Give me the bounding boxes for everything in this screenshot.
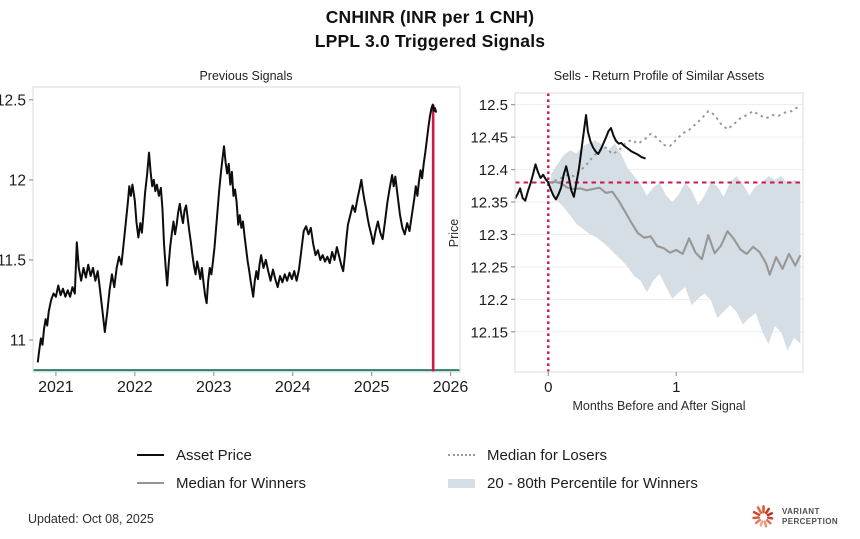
percentile-band-swatch [448, 478, 475, 488]
y-tick-label: 12.25 [470, 259, 508, 276]
legend-item-asset-price: Asset Price [137, 446, 252, 464]
y-tick-label: 12.4 [479, 162, 508, 179]
previous-signals-chart: 2021 2022 2023 2024 2025 2026 11 11.5 12 12.5 [0, 86, 469, 396]
right-x-axis-title: Months Before and After Signal [572, 399, 745, 413]
series-asset-price [36, 103, 438, 363]
plot-border [32, 86, 461, 373]
y-tick-label: 11.5 [0, 252, 26, 269]
x-tick-label: 2023 [196, 379, 232, 396]
median-losers-line-swatch [448, 454, 475, 456]
x-tick-label: 2025 [354, 379, 390, 396]
asset-price-line-swatch [137, 454, 164, 456]
legend-item-median-losers: Median for Losers [448, 446, 607, 464]
legend-label: Asset Price [176, 446, 252, 464]
legend-item-median-winners: Median for Winners [137, 474, 306, 492]
x-tick-label: 1 [672, 379, 680, 396]
series-asset-price [514, 114, 646, 202]
right-chart-title: Sells - Return Profile of Similar Assets [554, 69, 765, 83]
y-tick-label: 12 [9, 172, 26, 189]
percentile-band [550, 140, 801, 351]
x-tick-label: 0 [544, 379, 552, 396]
y-tick-label: 12.5 [479, 97, 508, 114]
logo-wordmark: VARIANT PERCEPTION [782, 507, 838, 527]
plot-border [514, 92, 804, 373]
y-tick-label: 11 [10, 332, 26, 349]
legend-label: Median for Losers [487, 446, 608, 464]
median-winners-line-swatch [137, 482, 164, 484]
series-median-for-losers [548, 104, 801, 184]
series-median-for-winners [548, 180, 802, 276]
y-tick-label: 12.3 [479, 227, 508, 244]
y-tick-label: 12.35 [470, 195, 508, 212]
left-chart-title: Previous Signals [199, 69, 292, 83]
legend-label: Median for Winners [176, 474, 307, 492]
x-tick-label: 2024 [275, 379, 311, 396]
x-tick-label: 2026 [433, 379, 469, 396]
return-profile-chart: 0 1 12.5 12.45 12.4 12.35 12.3 12.25 12.2 12.15 [470, 92, 804, 396]
y-tick-label: 12.5 [0, 92, 26, 109]
y-tick-label: 12.2 [479, 292, 508, 309]
logo-word-variant: VARIANT [781, 507, 820, 516]
page-subtitle: LPPL 3.0 Triggered Signals [314, 31, 546, 51]
logo-word-perception: PERCEPTION [781, 517, 838, 526]
page-title: CNHINR (INR per 1 CNH) [325, 7, 535, 27]
x-tick-label: 2022 [117, 379, 153, 396]
y-tick-label: 12.15 [470, 324, 508, 341]
y-tick-label: 12.45 [470, 130, 508, 147]
charts-canvas: 2021 2022 2023 2024 2025 2026 11 11.5 12 12.5 0 1 1… [0, 69, 804, 413]
legend-label: 20 - 80th Percentile for Winners [487, 474, 698, 492]
sunburst-logo-icon [752, 505, 774, 528]
updated-timestamp: Updated: Oct 08, 2025 [28, 512, 154, 526]
x-tick-label: 2021 [38, 379, 74, 396]
right-y-axis-title: Price [447, 219, 461, 248]
variant-perception-logo: VARIANT PERCEPTION [750, 503, 838, 531]
legend-item-percentile-band: 20 - 80th Percentile for Winners [448, 474, 698, 492]
